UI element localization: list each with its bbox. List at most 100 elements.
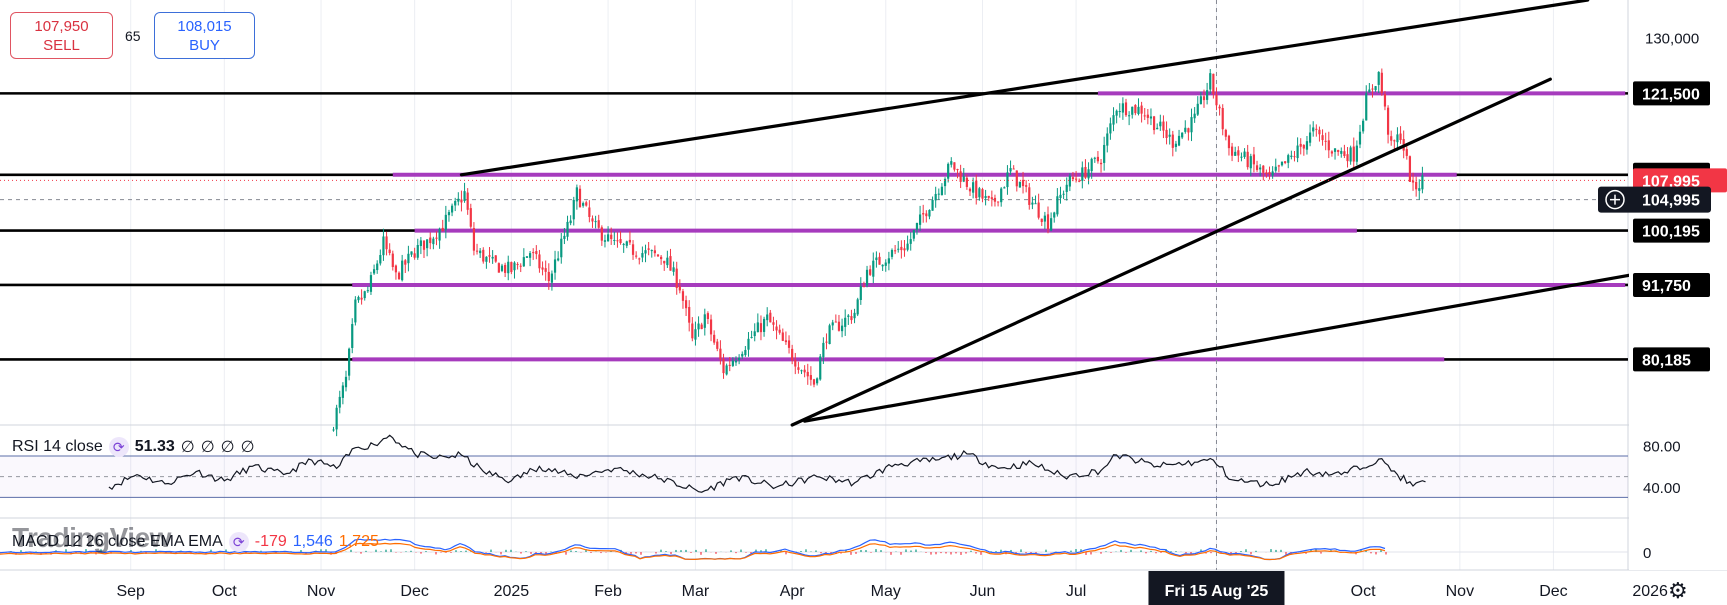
macd-histogram-bar — [1305, 552, 1307, 554]
candle-body — [968, 188, 972, 192]
level-price-tag — [1633, 218, 1710, 243]
macd-histogram-bar — [785, 552, 787, 555]
candle-body — [1224, 129, 1227, 137]
candle-body — [1131, 106, 1134, 115]
candle-body — [525, 256, 529, 258]
macd-histogram-bar — [965, 552, 967, 554]
candle-body — [628, 239, 632, 243]
candle-body — [1274, 166, 1277, 171]
crosshair-price-tag — [1598, 186, 1711, 213]
macd-histogram-bar — [670, 552, 672, 555]
rsi-legend[interactable]: RSI 14 close ⟳ 51.33 ∅ ∅ ∅ ∅ — [12, 437, 255, 457]
time-tick-label: Feb — [594, 583, 622, 600]
indicator-sync-icon[interactable]: ⟳ — [108, 437, 129, 457]
macd-histogram-bar — [815, 550, 817, 552]
candle-body — [1003, 187, 1006, 189]
candle-body — [1059, 194, 1062, 199]
candle-body — [547, 271, 550, 282]
candle-body — [975, 180, 978, 199]
time-tick-label: 2025 — [494, 583, 530, 600]
candle-body — [709, 319, 713, 335]
macd-histogram-bar — [820, 552, 822, 554]
rsi-tick-label: 40.00 — [1643, 480, 1681, 497]
macd-histogram-bar — [1020, 549, 1022, 552]
candle-body — [475, 250, 479, 252]
candle-body — [1302, 144, 1305, 149]
candle-body — [915, 222, 919, 230]
time-tick-label: Oct — [1351, 583, 1376, 600]
macd-signal-line — [0, 542, 1386, 561]
candle-body — [332, 429, 335, 431]
candle-body — [728, 364, 731, 366]
price-tick-label: 130,000 — [1645, 31, 1699, 48]
macd-histogram-bar — [600, 552, 602, 554]
macd-histogram-bar — [1085, 552, 1087, 555]
macd-histogram-bar — [575, 550, 577, 552]
macd-histogram-bar — [85, 549, 87, 552]
candle-body — [706, 313, 710, 320]
candle-body — [1128, 115, 1131, 117]
candle-body — [1252, 154, 1256, 165]
macd-histogram-bar — [1370, 552, 1372, 554]
candle-body — [738, 357, 741, 361]
buy-button[interactable]: 108,015 BUY — [154, 12, 255, 59]
candle-body — [354, 299, 357, 323]
candle-body — [1346, 154, 1349, 162]
indicator-sync-icon[interactable]: ⟳ — [228, 532, 249, 552]
candle-body — [1146, 114, 1149, 118]
candle-body — [1137, 106, 1140, 114]
candle-body — [734, 360, 738, 363]
time-tick-label: Jun — [970, 583, 996, 600]
time-tick-label: Oct — [212, 583, 237, 600]
macd-histogram-bar — [675, 549, 677, 552]
candle-body — [532, 252, 535, 254]
candle-body — [881, 264, 884, 267]
macd-histogram-bar — [850, 552, 852, 555]
candle-body — [588, 207, 591, 217]
candle-body — [1015, 170, 1018, 187]
sell-button[interactable]: 107,950 SELL — [10, 12, 113, 59]
macd-histogram-bar — [310, 552, 312, 555]
candle-body — [993, 197, 997, 202]
candle-body — [669, 256, 672, 271]
candle-body — [1053, 212, 1056, 218]
candle-body — [416, 244, 419, 258]
macd-histogram-bar — [460, 551, 462, 552]
macd-histogram-bar — [585, 549, 587, 552]
macd-histogram-bar — [755, 549, 757, 552]
macd-signal-value: 1,725 — [338, 533, 379, 550]
candle-body — [947, 163, 950, 179]
settings-gear-icon[interactable]: ⚙ — [1668, 578, 1688, 603]
candle-body — [1337, 150, 1340, 152]
candle-body — [541, 267, 544, 270]
candle-body — [1368, 89, 1371, 93]
macd-histogram-bar — [990, 551, 992, 552]
candle-body — [1028, 187, 1031, 205]
candle-body — [1349, 147, 1352, 162]
candle-body — [1031, 202, 1034, 205]
candle-body — [1034, 203, 1037, 205]
macd-histogram-bar — [375, 549, 377, 552]
candle-body — [1215, 94, 1218, 106]
candle-body — [978, 188, 981, 198]
candle-body — [1393, 140, 1396, 142]
candle-body — [700, 324, 703, 330]
macd-histogram-bar — [1120, 549, 1122, 552]
macd-histogram-bar — [20, 550, 22, 552]
candle-body — [1399, 133, 1402, 141]
macd-histogram-bar — [1280, 549, 1282, 552]
candle-body — [1181, 132, 1184, 138]
candle-body — [797, 367, 800, 370]
macd-histogram-bar — [445, 552, 447, 553]
macd-histogram-bar — [545, 552, 547, 555]
macd-histogram-bar — [395, 552, 397, 553]
candle-body — [472, 228, 476, 251]
macd-legend[interactable]: MACD 12 26 close EMA EMA ⟳ -179 1,546 1,… — [12, 532, 379, 552]
candle-body — [1324, 140, 1327, 142]
candle-body — [943, 178, 947, 187]
macd-histogram-bar — [1270, 549, 1272, 552]
macd-histogram-bar — [425, 551, 427, 552]
macd-histogram-bar — [705, 549, 707, 552]
candle-body — [1230, 146, 1234, 156]
